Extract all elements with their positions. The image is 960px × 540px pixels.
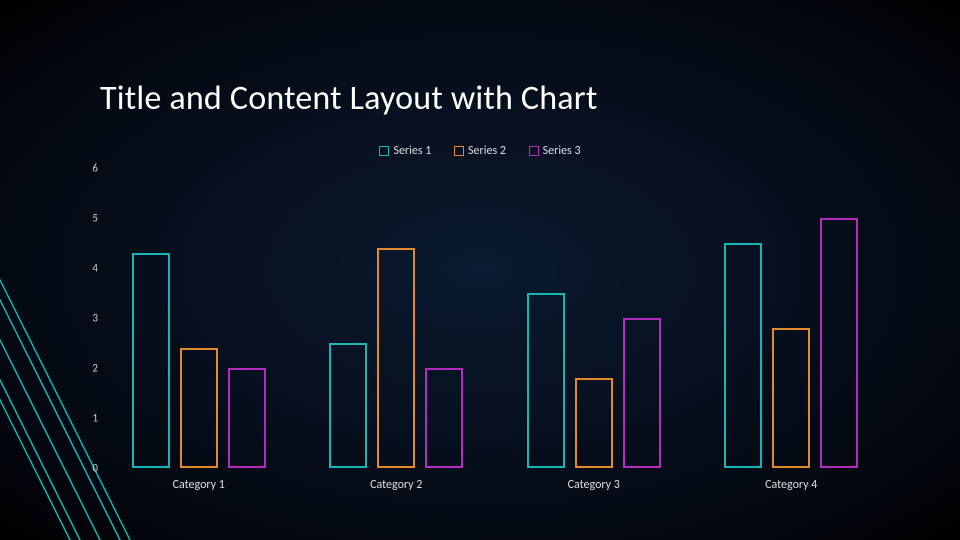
legend-label: Series 3 — [543, 144, 581, 158]
x-category-label: Category 1 — [119, 468, 279, 492]
legend-item-series2: Series 2 — [454, 144, 506, 158]
x-category-label: Category 3 — [514, 468, 674, 492]
bar — [575, 378, 613, 468]
legend-label: Series 1 — [393, 144, 431, 158]
bar — [724, 243, 762, 468]
bar-group: Category 3 — [527, 293, 661, 468]
chart-legend: Series 1 Series 2 Series 3 — [0, 144, 960, 160]
slide: Title and Content Layout with Chart Seri… — [0, 0, 960, 540]
x-category-label: Category 4 — [711, 468, 871, 492]
bar — [425, 368, 463, 468]
bar-group: Category 2 — [329, 248, 463, 468]
plot-area: 0123456Category 1Category 2Category 3Cat… — [100, 168, 890, 468]
bar-group: Category 1 — [132, 253, 266, 468]
bar — [820, 218, 858, 468]
y-tick-label: 2 — [82, 362, 98, 375]
y-tick-label: 5 — [82, 212, 98, 225]
x-category-label: Category 2 — [316, 468, 476, 492]
legend-item-series3: Series 3 — [529, 144, 581, 158]
bar — [377, 248, 415, 468]
bar — [772, 328, 810, 468]
bar — [180, 348, 218, 468]
legend-swatch-series2 — [454, 146, 464, 156]
bar — [527, 293, 565, 468]
legend-swatch-series3 — [529, 146, 539, 156]
bar — [623, 318, 661, 468]
slide-title: Title and Content Layout with Chart — [100, 78, 597, 119]
legend-item-series1: Series 1 — [379, 144, 431, 158]
y-tick-label: 4 — [82, 262, 98, 275]
bar — [132, 253, 170, 468]
y-tick-label: 3 — [82, 312, 98, 325]
bar-group: Category 4 — [724, 218, 858, 468]
y-tick-label: 0 — [82, 462, 98, 475]
y-tick-label: 6 — [82, 162, 98, 175]
bar — [329, 343, 367, 468]
legend-label: Series 2 — [468, 144, 506, 158]
bar — [228, 368, 266, 468]
legend-swatch-series1 — [379, 146, 389, 156]
bar-chart: 0123456Category 1Category 2Category 3Cat… — [100, 168, 890, 468]
y-tick-label: 1 — [82, 412, 98, 425]
